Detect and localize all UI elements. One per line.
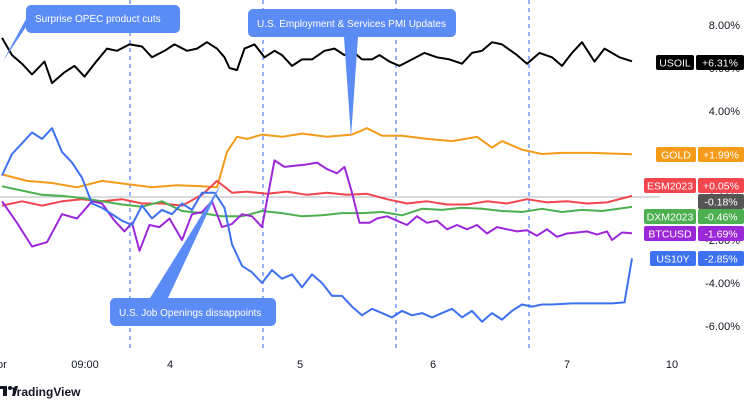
x-tick-label: or bbox=[0, 359, 7, 371]
price-label-gold[interactable]: GOLD +1.99% bbox=[656, 147, 744, 162]
annotation-text: U.S. Employment & Services PMI Updates bbox=[257, 19, 446, 30]
series-value-text: -2.85% bbox=[704, 254, 737, 266]
x-tick-label: 5 bbox=[297, 359, 303, 371]
y-tick-label: 4.00% bbox=[709, 106, 740, 118]
series-name-text: US10Y bbox=[656, 254, 689, 266]
series-name-text: USOIL bbox=[659, 58, 691, 70]
series-value-tag bbox=[698, 209, 744, 224]
series-line-usoil[interactable] bbox=[1, 37, 633, 85]
series-name-text: ESM2023 bbox=[647, 181, 693, 193]
series-value-tag bbox=[698, 178, 744, 193]
annotation-pointer bbox=[344, 37, 358, 137]
x-tick-label: 10 bbox=[666, 359, 678, 371]
annotation-callout-2[interactable]: U.S. Employment & Services PMI Updates bbox=[248, 9, 456, 137]
series-value-tag bbox=[698, 251, 744, 266]
x-tick-label: 7 bbox=[564, 359, 570, 371]
annotation-box bbox=[248, 9, 456, 37]
price-label-btcusd[interactable]: BTCUSD -1.69% bbox=[644, 226, 744, 241]
tradingview-logo-icon bbox=[0, 386, 18, 396]
series-name-text: GOLD bbox=[661, 150, 691, 162]
series-value-tag bbox=[698, 147, 744, 162]
crosshair-value-text: -0.18% bbox=[704, 197, 737, 209]
series-line-gold[interactable] bbox=[1, 127, 633, 189]
y-tick-label: -4.00% bbox=[705, 278, 740, 290]
series-name-tag bbox=[644, 178, 696, 193]
x-tick-label: 6 bbox=[430, 359, 436, 371]
series-name-tag bbox=[644, 226, 696, 241]
tradingview-logo-text: TradingView bbox=[10, 385, 81, 399]
series-name-tag bbox=[650, 251, 696, 266]
series-value-text: +6.31% bbox=[702, 58, 738, 70]
annotation-text: U.S. Job Openings dissappoints bbox=[119, 308, 261, 319]
crosshair-value-tag bbox=[698, 194, 744, 209]
series-line-btcusd[interactable] bbox=[1, 159, 633, 252]
annotation-box bbox=[110, 298, 276, 326]
series-value-text: +1.99% bbox=[703, 150, 739, 162]
annotation-pointer bbox=[3, 19, 26, 61]
series-value-tag bbox=[696, 55, 744, 70]
series-value-tag bbox=[698, 226, 744, 241]
annotation-pointer bbox=[150, 184, 221, 298]
annotation-box bbox=[26, 5, 180, 33]
series-line-esm2023[interactable] bbox=[1, 179, 633, 207]
annotation-text: Surprise OPEC product cuts bbox=[35, 14, 161, 25]
price-label-usoil[interactable]: USOIL +6.31% bbox=[656, 55, 744, 70]
price-label-dxm2023[interactable]: DXM2023 -0.46% bbox=[644, 209, 744, 224]
series-value-text: +0.05% bbox=[703, 181, 739, 193]
series-value-text: -0.46% bbox=[704, 212, 737, 224]
series-line-us10y[interactable] bbox=[1, 127, 633, 323]
annotation-callout-3[interactable]: U.S. Job Openings dissappoints bbox=[110, 184, 276, 326]
annotation-callout-1[interactable]: Surprise OPEC product cuts bbox=[3, 5, 180, 61]
x-tick-label: 4 bbox=[167, 359, 173, 371]
series-name-tag bbox=[656, 147, 696, 162]
price-label-esm2023[interactable]: ESM2023 +0.05% bbox=[644, 178, 744, 193]
series-name-text: BTCUSD bbox=[648, 229, 692, 241]
y-tick-label: -6.00% bbox=[705, 321, 740, 333]
series-name-text: DXM2023 bbox=[647, 212, 694, 224]
y-tick-label: 8.00% bbox=[709, 20, 740, 32]
series-name-tag bbox=[656, 55, 694, 70]
tradingview-logo[interactable]: TradingView bbox=[0, 385, 81, 399]
x-tick-label: 09:00 bbox=[71, 359, 99, 371]
series-line-dxm2023[interactable] bbox=[1, 185, 633, 218]
crosshair-value-label: -0.18% bbox=[698, 194, 744, 209]
series-name-tag bbox=[644, 209, 696, 224]
price-label-us10y[interactable]: US10Y -2.85% bbox=[650, 251, 744, 266]
series-value-text: -1.69% bbox=[704, 229, 737, 241]
